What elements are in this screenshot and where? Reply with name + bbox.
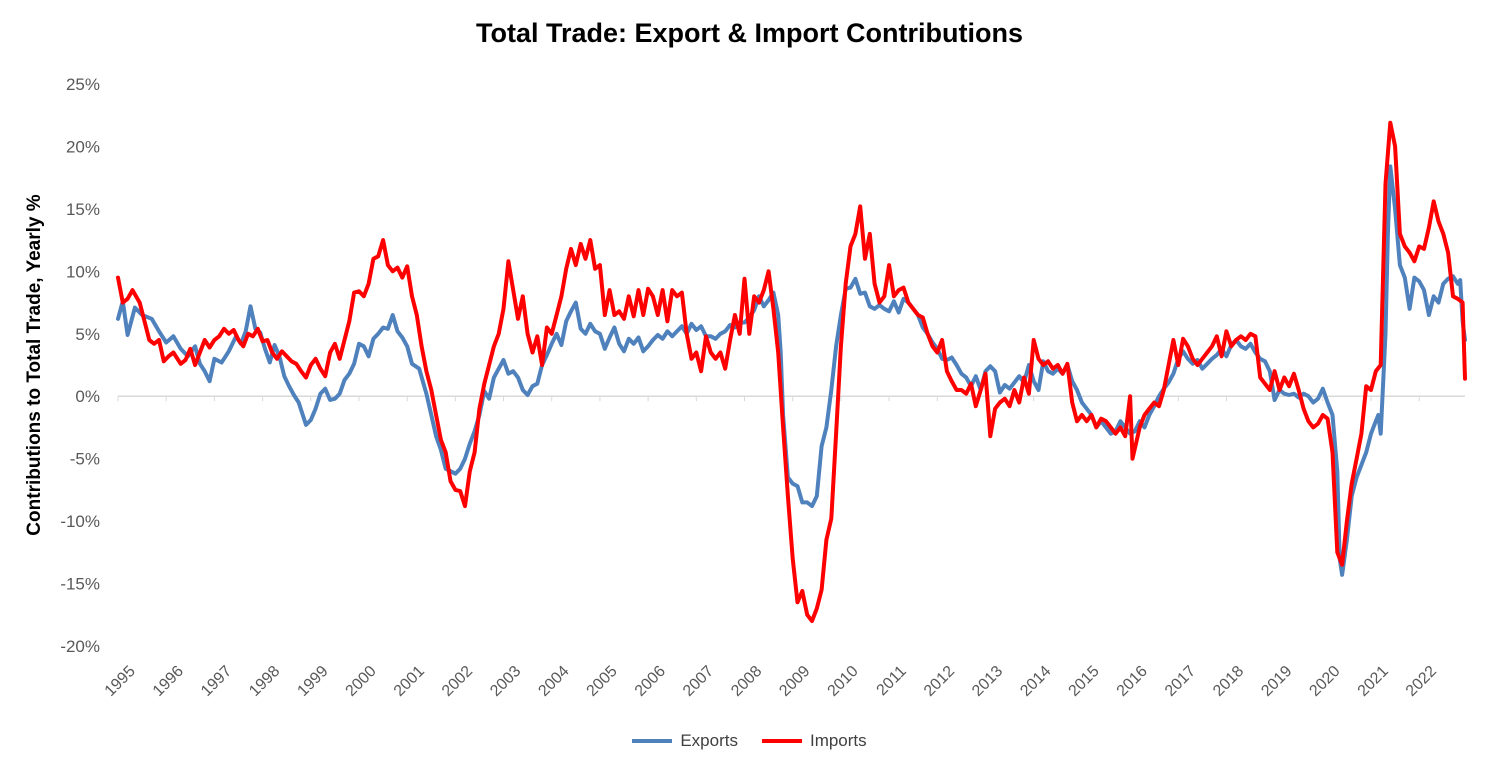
series-line-imports <box>116 120 1467 623</box>
y-tick-labels: 25% 20% 15% 10% 5% 0% -5% -10% -15% -20% <box>60 75 100 656</box>
x-tick-label: 2017 <box>1162 663 1199 700</box>
chart-title: Total Trade: Export & Import Contributio… <box>476 18 1023 48</box>
x-tick-label: 2021 <box>1355 663 1392 700</box>
x-tick-labels: 1995 1996 1997 1998 1999 2000 2001 2002 2003 2004… <box>102 663 1440 700</box>
legend-swatch-imports <box>761 739 802 743</box>
legend-label-imports: Imports <box>809 731 867 750</box>
y-tick-label: 20% <box>66 137 100 156</box>
x-tick-label: 1996 <box>150 663 187 700</box>
x-tick-label: 2006 <box>632 663 669 700</box>
legend-swatch-exports <box>632 739 673 743</box>
y-tick-label: 5% <box>75 325 100 344</box>
x-tick-label: 2000 <box>343 663 380 700</box>
x-tick-label: 2010 <box>825 663 862 700</box>
legend-item-exports: Exports <box>632 731 738 751</box>
x-tick-label: 2019 <box>1258 663 1295 700</box>
legend: Exports Imports <box>0 731 1499 751</box>
y-tick-label: -5% <box>70 450 100 469</box>
legend-label-exports: Exports <box>680 731 738 750</box>
x-tick-label: 2008 <box>728 663 765 700</box>
series-line-exports <box>116 164 1467 577</box>
x-tick-label: 1995 <box>102 663 139 700</box>
y-tick-label: 0% <box>75 387 100 406</box>
x-tick-label: 2012 <box>921 663 958 700</box>
x-tick-label: 2020 <box>1306 663 1343 700</box>
x-tick-label: 1998 <box>246 663 283 700</box>
x-tick-label: 2014 <box>1017 663 1054 700</box>
x-tick-label: 2022 <box>1403 663 1440 700</box>
y-tick-label: 10% <box>66 262 100 281</box>
x-tick-label: 2003 <box>487 663 524 700</box>
y-tick-label: -15% <box>60 575 100 594</box>
y-tick-label: -10% <box>60 512 100 531</box>
x-tick-label: 2002 <box>439 663 476 700</box>
x-tick-label: 2004 <box>535 663 572 700</box>
x-tick-label: 2013 <box>969 663 1006 700</box>
x-tick-label: 2007 <box>680 663 717 700</box>
x-tick-label: 2016 <box>1114 663 1151 700</box>
x-tick-label: 2005 <box>584 663 621 700</box>
x-tick-label: 2015 <box>1066 663 1103 700</box>
legend-item-imports: Imports <box>761 731 867 751</box>
x-tick-label: 1999 <box>294 663 331 700</box>
x-tick-label: 2018 <box>1210 663 1247 700</box>
series-layer <box>116 120 1467 623</box>
y-tick-label: 25% <box>66 75 100 94</box>
x-tick-label: 2009 <box>776 663 813 700</box>
x-tick-label: 1997 <box>198 663 235 700</box>
y-tick-label: 15% <box>66 200 100 219</box>
y-tick-label: -20% <box>60 637 100 656</box>
x-tick-label: 2011 <box>874 663 910 699</box>
x-tick-label: 2001 <box>391 663 428 700</box>
